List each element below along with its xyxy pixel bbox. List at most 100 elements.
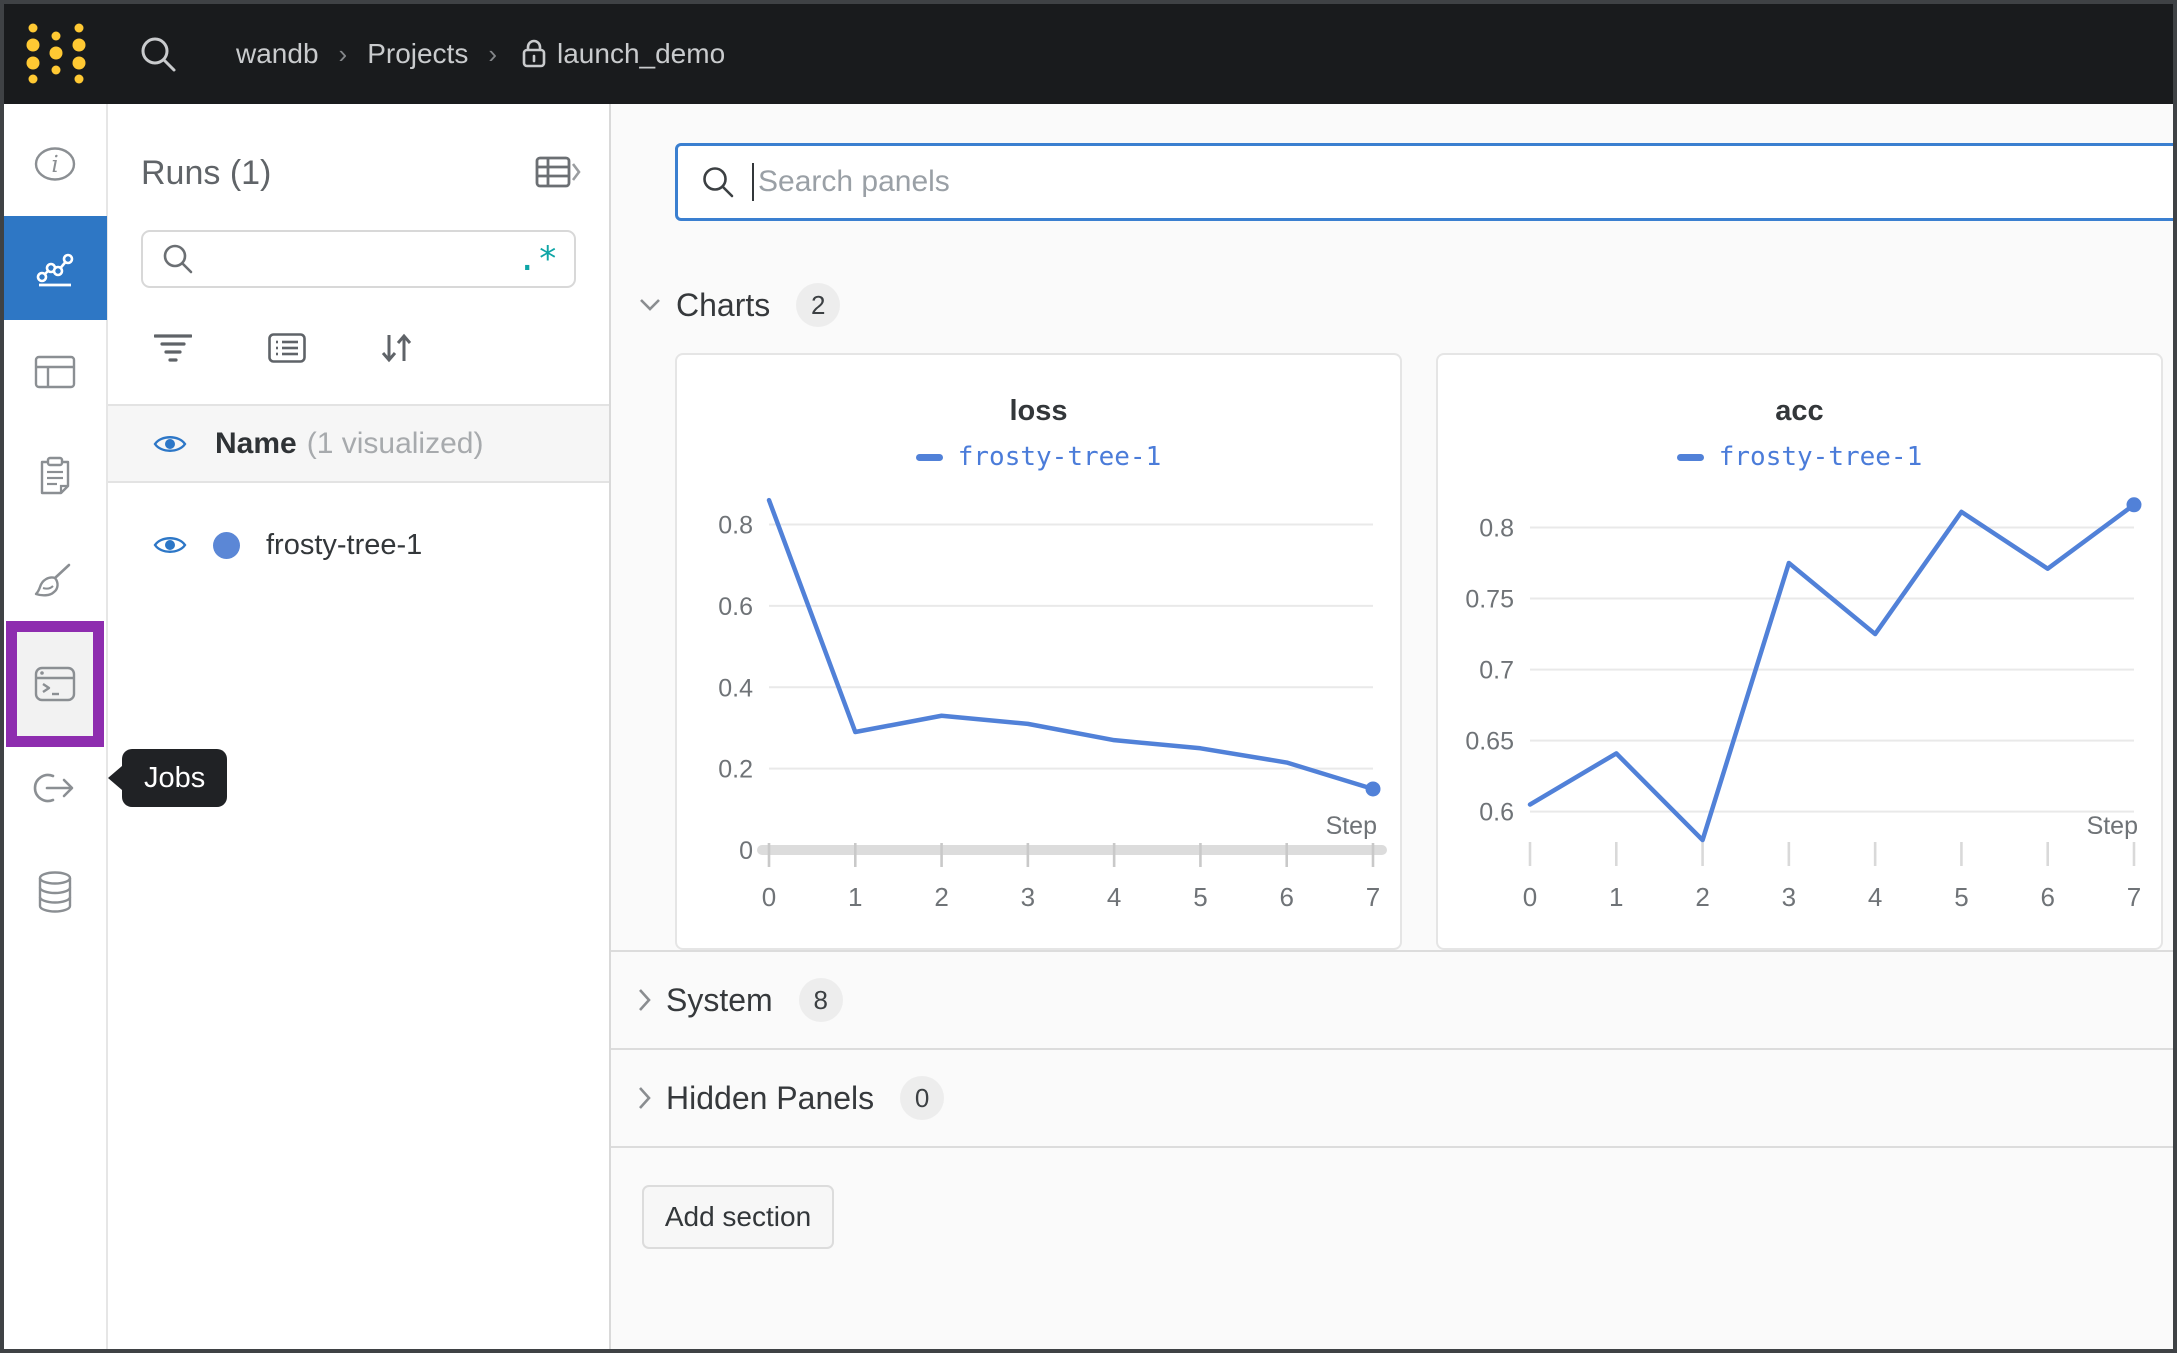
chart-plot-loss: 0 0.2 0.4 0.6 0.8 0 1 2 3 4 5 6 7 Step [718,497,1387,912]
section-header-charts[interactable]: Charts 2 [611,283,2173,327]
nav-item-artifacts[interactable] [4,840,107,944]
breadcrumb-team[interactable]: wandb [236,38,319,69]
run-color-dot [213,531,240,559]
breadcrumb-separator: › [338,38,348,69]
run-row-frosty-tree-1[interactable]: frosty-tree-1 [108,510,609,580]
eye-visible-icon[interactable] [153,432,187,456]
sort-icon[interactable] [378,331,414,365]
svg-text:0: 0 [761,882,775,912]
tooltip-arrow [108,766,122,790]
chevron-right-icon [639,989,651,1011]
section-label: System [666,981,773,1018]
filter-icon[interactable] [154,333,192,363]
nav-item-overview[interactable]: i [4,112,107,216]
chart-panel-acc[interactable]: acc frosty-tree-1 0.6 0.65 0.7 0.75 0.8 0 1 2 3 4 5 6… [1436,353,2163,950]
regex-toggle[interactable]: .* [517,239,558,279]
svg-text:0.75: 0.75 [1465,586,1514,614]
svg-text:5: 5 [1954,882,1968,912]
svg-text:4: 4 [1867,882,1881,912]
launch-icon [33,773,74,803]
jobs-tooltip: Jobs [108,749,228,807]
svg-text:0.8: 0.8 [718,512,753,540]
svg-text:0: 0 [739,837,753,865]
search-panels-input[interactable]: Search panels [675,143,2173,221]
tooltip-label: Jobs [144,761,206,794]
jobs-icon [34,666,76,702]
svg-text:0.6: 0.6 [718,593,753,621]
svg-text:0.4: 0.4 [718,674,753,702]
chart-panel-loss[interactable]: loss frosty-tree-1 0 0.2 0.4 0.6 0.8 0 1 2 3 4 5 6 7 St… [675,353,1402,950]
runs-name-header-row[interactable]: Name (1 visualized) [108,404,609,483]
svg-text:7: 7 [1365,882,1379,912]
svg-text:6: 6 [2040,882,2054,912]
list-icon[interactable] [268,333,306,363]
jobs-highlight-box [6,621,104,747]
svg-text:6: 6 [1279,882,1293,912]
eye-visible-icon[interactable] [153,533,187,557]
chevron-down-icon [640,299,660,311]
svg-text:4: 4 [1106,882,1120,912]
nav-item-jobs[interactable] [4,621,107,747]
svg-text:0.8: 0.8 [1479,515,1514,543]
section-label: Hidden Panels [666,1079,875,1116]
runs-search-input[interactable]: .* [141,230,576,288]
section-count-badge: 0 [900,1076,945,1120]
chart-title: loss [1009,395,1068,427]
svg-text:2: 2 [934,882,948,912]
svg-text:3: 3 [1020,882,1034,912]
line-chart-icon [36,253,74,287]
legend-line-icon [915,453,943,461]
svg-text:0.2: 0.2 [718,756,753,784]
name-column-header: Name [215,426,297,460]
artifacts-icon [38,871,72,913]
nav-item-panels[interactable] [4,320,107,424]
panels-icon [34,355,76,389]
chart-legend: frosty-tree-1 [677,442,1400,472]
svg-text:Step: Step [2086,812,2137,840]
legend-run-name[interactable]: frosty-tree-1 [1718,442,1923,472]
svg-text:1: 1 [848,882,862,912]
runs-panel: Runs (1) .* [108,104,611,1349]
breadcrumb-projects[interactable]: Projects [367,38,469,69]
breadcrumb-project[interactable]: launch_demo [557,38,726,69]
svg-text:2: 2 [1695,882,1709,912]
run-name[interactable]: frosty-tree-1 [266,528,423,561]
section-label: Charts [676,286,771,323]
sweeps-icon [34,563,71,597]
svg-text:0.6: 0.6 [1479,799,1514,827]
expand-runs-table-button[interactable] [535,155,581,191]
svg-text:Step: Step [1325,812,1376,840]
workspace-main: Search panels Charts 2 loss frosty-tree-1… [611,104,2173,1349]
svg-text:0.65: 0.65 [1465,728,1514,756]
runs-panel-title: Runs (1) [141,153,272,192]
chart-legend: frosty-tree-1 [1438,442,2161,472]
svg-text:0: 0 [1522,882,1536,912]
nav-item-charts[interactable] [4,216,107,320]
svg-text:0.7: 0.7 [1479,657,1514,685]
search-icon [703,167,734,198]
svg-text:7: 7 [2126,882,2140,912]
legend-run-name[interactable]: frosty-tree-1 [957,442,1162,472]
svg-text:1: 1 [1609,882,1623,912]
nav-item-notes[interactable] [4,424,107,528]
svg-text:i: i [51,152,58,178]
nav-item-sweeps[interactable] [4,528,107,632]
charts-grid: loss frosty-tree-1 0 0.2 0.4 0.6 0.8 0 1 2 3 4 5 6 7 St… [675,353,2173,950]
nav-item-launch[interactable] [4,736,107,840]
runs-table-icon [535,156,581,188]
notes-icon [40,456,70,495]
wandb-logo[interactable] [4,18,108,90]
info-icon: i [34,147,76,181]
section-count-badge: 2 [796,283,841,327]
runs-toolbar [154,328,609,368]
chart-plot-acc: 0.6 0.65 0.7 0.75 0.8 0 1 2 3 4 5 6 7 Step [1465,497,2141,912]
breadcrumb: wandb › Projects › launch_demo [236,35,725,73]
topbar-search-button[interactable] [136,32,180,76]
text-caret [752,163,754,201]
section-header-system[interactable]: System 8 [611,950,2173,1048]
section-header-hidden-panels[interactable]: Hidden Panels 0 [611,1048,2173,1148]
chevron-right-icon [639,1087,651,1109]
chart-title: acc [1775,395,1824,427]
add-section-button[interactable]: Add section [642,1185,834,1249]
